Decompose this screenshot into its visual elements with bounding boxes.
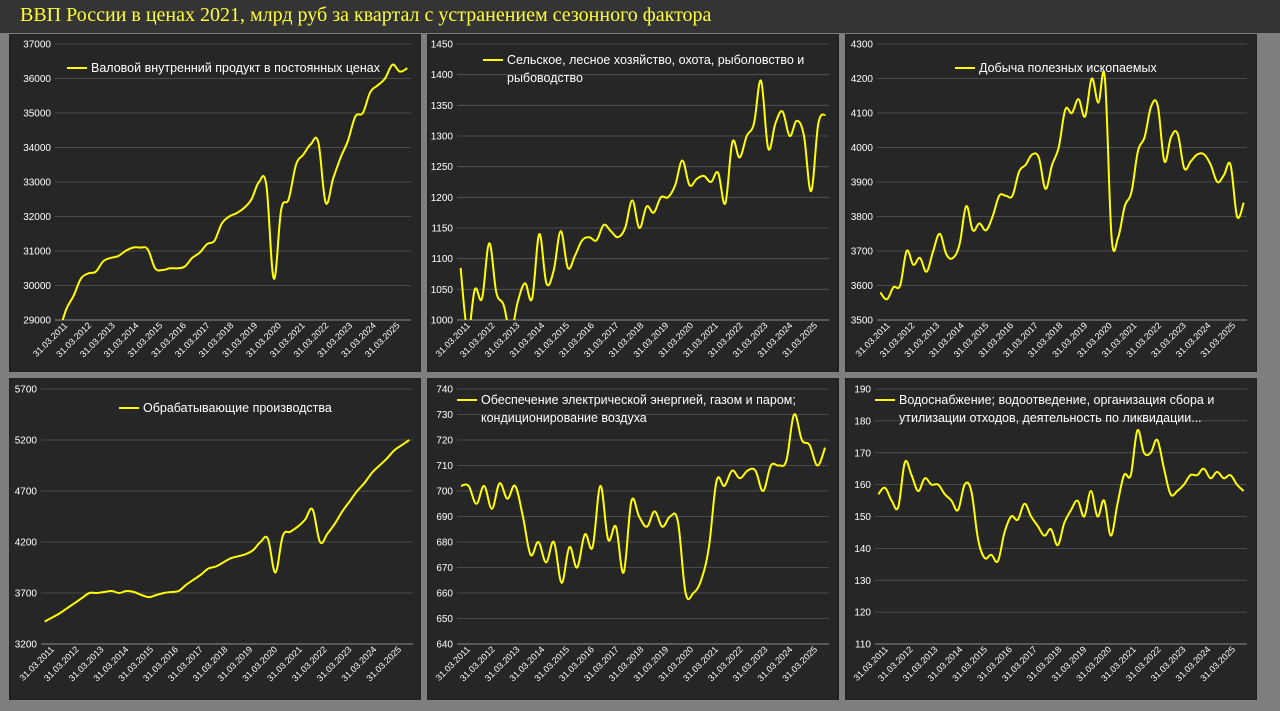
y-tick-label: 170	[854, 448, 871, 459]
chart-svg: 11012013014015016017018019031.03.201131.…	[845, 378, 1257, 700]
chart-svg: 35003600370038003900400041004200430031.0…	[845, 34, 1257, 372]
y-tick-label: 670	[436, 563, 453, 574]
y-tick-label: 1100	[431, 254, 453, 265]
y-tick-label: 36000	[23, 74, 51, 85]
chart-background	[9, 378, 421, 700]
y-tick-label: 1350	[431, 101, 454, 112]
chart-background	[845, 34, 1257, 372]
y-tick-label: 34000	[23, 143, 51, 154]
y-tick-label: 29000	[23, 316, 51, 327]
y-tick-label: 1150	[431, 224, 453, 235]
chart-panel-water-supply: 110 120 130 140 150 160 170 180 190 31.03.2011 31.…	[845, 378, 1257, 700]
legend-text: рыбоводство	[507, 71, 583, 85]
y-tick-label: 1300	[431, 132, 454, 143]
y-tick-label: 4300	[851, 40, 874, 51]
y-tick-label: 4700	[15, 487, 38, 498]
chart-panel-agriculture: 1000 1050 1100 1150 1200 1250 1300 1350 1400 1450…	[427, 34, 839, 372]
chart-panel-electricity: 640 650 660 670 680 690 700 710 720 730 740 31.03.2…	[427, 378, 839, 700]
y-tick-label: 3600	[851, 281, 874, 292]
series-line	[877, 429, 1245, 563]
y-tick-label: 160	[854, 480, 871, 491]
series-line	[44, 439, 410, 623]
legend-text: Валовой внутренний продукт в постоянных …	[91, 61, 381, 75]
chart-svg: 64065066067068069070071072073074031.03.2…	[427, 378, 839, 700]
y-tick-label: 33000	[23, 178, 51, 189]
legend-text: Обрабатывающие производства	[143, 401, 332, 415]
y-tick-label: 3700	[15, 589, 38, 600]
chart-svg: 1000 1050 1100 1150 1200 1250 1300 1350 1400 1450…	[427, 34, 839, 372]
legend-text: кондиционирование воздуха	[481, 411, 647, 425]
y-tick-label: 740	[436, 385, 453, 396]
y-tick-label: 680	[436, 538, 453, 549]
title-bar: ВВП России в ценах 2021, млрд руб за ква…	[0, 0, 1280, 33]
chart-svg: 32003700420047005200570031.03.201131.03.…	[9, 378, 421, 700]
chart-background	[9, 34, 421, 372]
y-tick-label: 4200	[15, 538, 38, 549]
y-tick-label: 1000	[431, 316, 454, 327]
y-tick-label: 3900	[851, 178, 874, 189]
y-tick-label: 130	[854, 576, 871, 587]
series-line	[61, 63, 408, 320]
y-tick-label: 150	[854, 512, 871, 523]
y-tick-label: 710	[436, 461, 453, 472]
y-tick-label: 3200	[15, 640, 38, 651]
legend-text: Добыча полезных ископаемых	[979, 61, 1157, 75]
page-title: ВВП России в ценах 2021, млрд руб за ква…	[20, 4, 712, 26]
y-tick-label: 5700	[15, 385, 38, 396]
y-tick-label: 640	[436, 640, 453, 651]
y-tick-label: 5200	[15, 436, 38, 447]
y-tick-label: 37000	[23, 40, 51, 51]
y-tick-label: 700	[436, 487, 453, 498]
y-tick-label: 1450	[431, 40, 454, 51]
y-tick-label: 660	[436, 589, 453, 600]
series-line	[459, 79, 827, 320]
y-tick-label: 190	[854, 385, 871, 396]
chart-background	[845, 378, 1257, 700]
y-tick-label: 1050	[431, 285, 454, 296]
y-tick-label: 31000	[23, 247, 51, 258]
legend-text: утилизации отходов, деятельность по ликв…	[899, 411, 1202, 425]
y-tick-label: 1200	[431, 193, 454, 204]
legend-text: Сельское, лесное хозяйство, охота, рыбол…	[507, 53, 804, 67]
y-tick-label: 4100	[851, 109, 874, 120]
y-tick-label: 3700	[851, 247, 874, 258]
legend-text: Обеспечение электрической энергией, газо…	[481, 393, 796, 407]
chart-background	[427, 378, 839, 700]
y-tick-label: 650	[436, 614, 453, 625]
y-tick-label: 730	[436, 410, 453, 421]
y-tick-label: 30000	[23, 281, 51, 292]
y-tick-label: 4200	[851, 74, 874, 85]
y-tick-label: 110	[855, 640, 871, 651]
series-line	[879, 70, 1245, 301]
y-tick-label: 120	[854, 608, 871, 619]
y-tick-label: 140	[854, 544, 871, 555]
y-tick-label: 180	[854, 416, 871, 427]
chart-panel-gdp: 29000 30000 31000 32000 33000 34000 35000 36000…	[9, 34, 421, 372]
legend-text: Водоснабжение; водоотведение, организаци…	[899, 393, 1214, 407]
series-line	[460, 413, 827, 601]
y-tick-label: 3500	[851, 316, 874, 327]
y-tick-label: 32000	[23, 212, 51, 223]
y-tick-label: 720	[436, 436, 453, 447]
y-tick-label: 3800	[851, 212, 874, 223]
y-tick-label: 35000	[23, 109, 51, 120]
chart-panel-mining: 3500 3600 3700 3800 3900 4000 4100 4200 4300 31.0…	[845, 34, 1257, 372]
y-tick-label: 1250	[431, 162, 454, 173]
chart-svg: 29000 30000 31000 32000 33000 34000 35000 36000…	[9, 34, 421, 372]
y-tick-label: 690	[436, 512, 453, 523]
chart-panel-manufacturing: 3200 3700 4200 4700 5200 5700 31.03.2011 31.03.…	[9, 378, 421, 700]
y-tick-label: 1400	[431, 70, 454, 81]
y-tick-label: 4000	[851, 143, 874, 154]
